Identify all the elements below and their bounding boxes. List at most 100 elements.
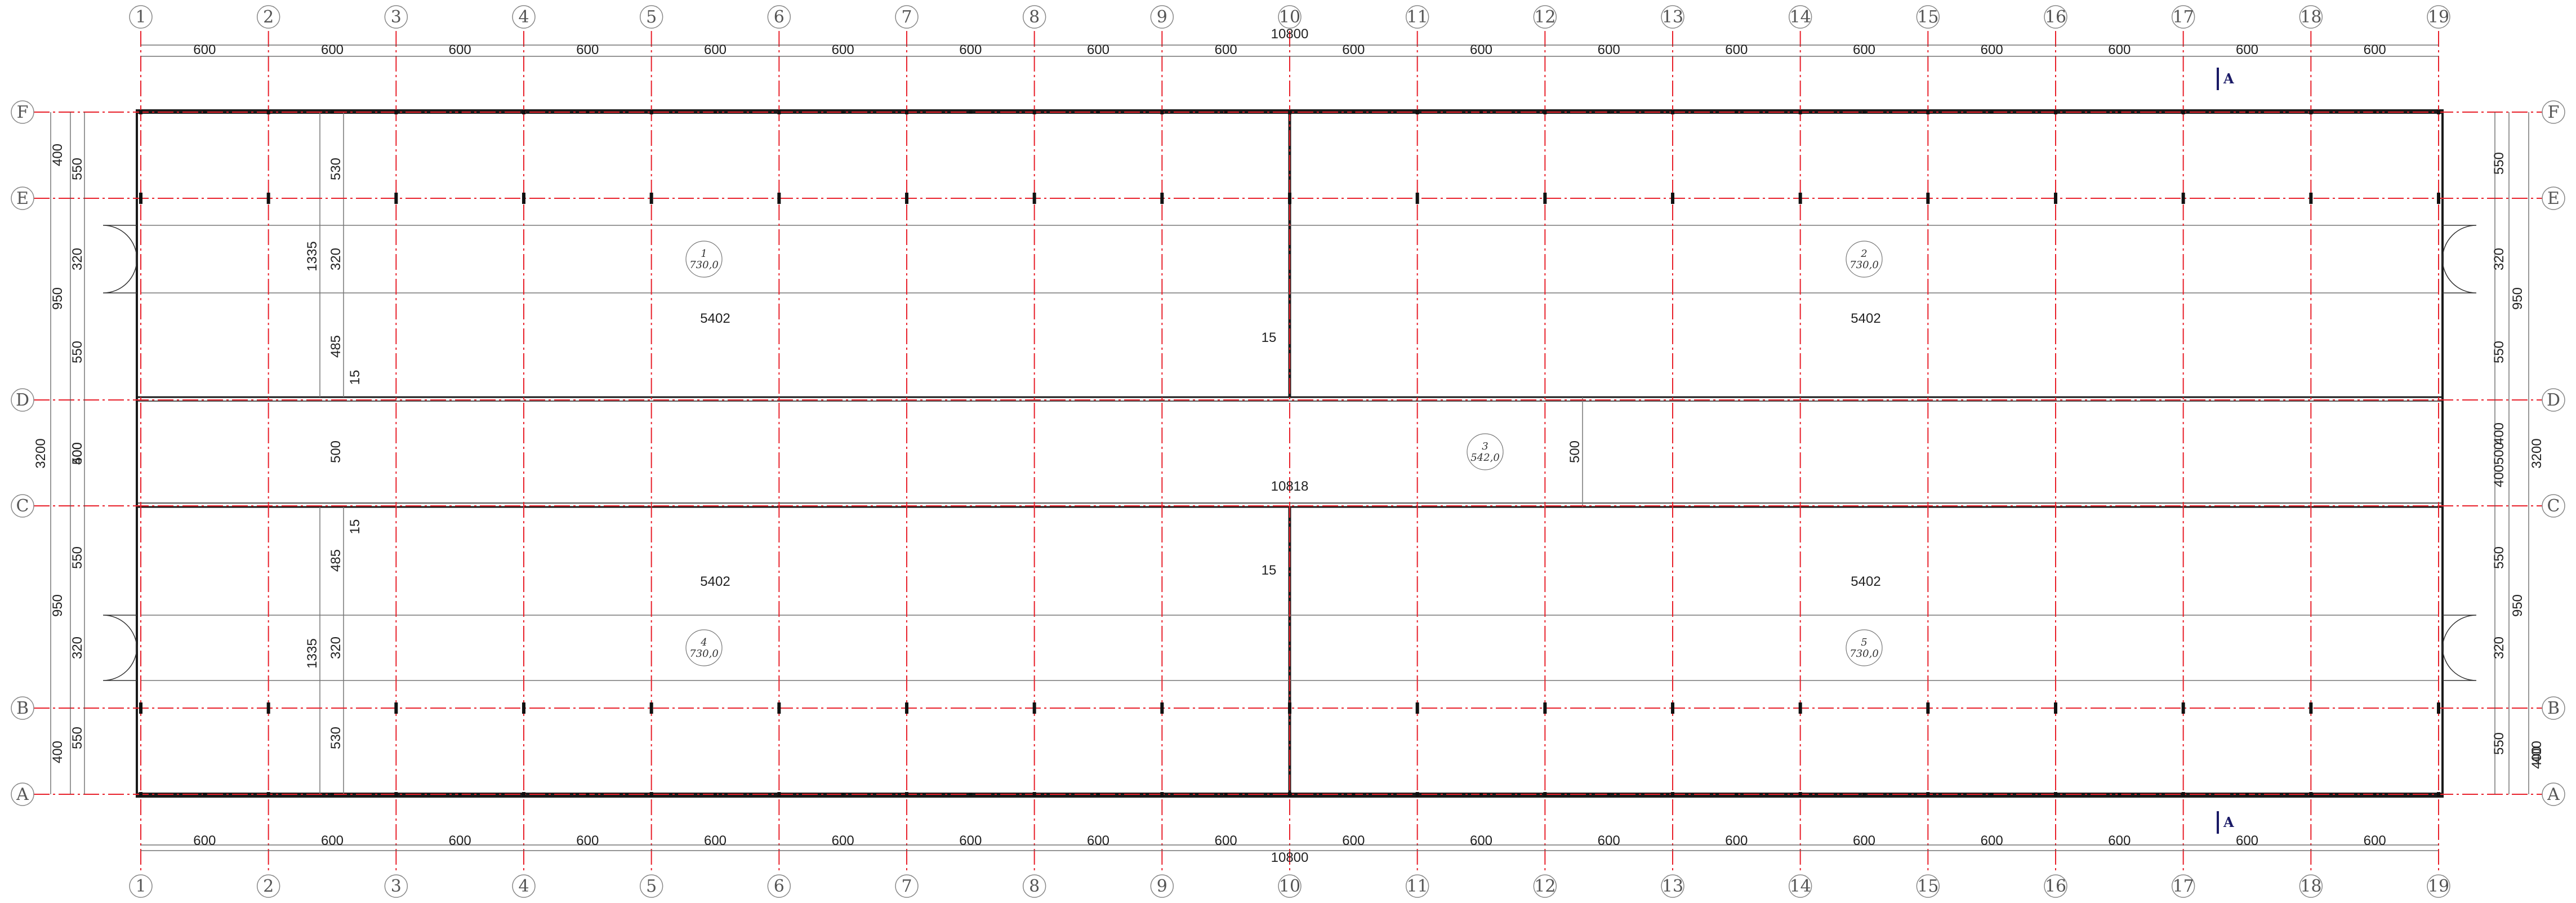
axis-bubble-left-B [11, 696, 34, 720]
dim-15-h-top: 15 [1262, 330, 1277, 345]
axis-bubble-right-C [2542, 494, 2565, 518]
column-post [1862, 110, 1866, 114]
column-post [331, 110, 334, 114]
room-number-5: 5 [1861, 637, 1867, 648]
dim-1335-bottom: 1335 [305, 638, 320, 668]
bottom-total-dim: 10800 [1271, 850, 1309, 865]
left-outer-dim: 950 [50, 594, 65, 617]
room-area-3: 542,0 [1470, 452, 1500, 464]
left-outer-dim: 3200 [33, 438, 48, 468]
axis-label-top-6: 6 [774, 7, 785, 27]
column-post [1415, 792, 1419, 797]
dim-320-top: 320 [328, 248, 344, 270]
axis-bubble-top-14 [1788, 5, 1812, 29]
axis-bubble-bottom-1 [129, 874, 153, 898]
axis-label-bottom-7: 7 [901, 877, 912, 896]
axis-label-top-15: 15 [1917, 7, 1938, 27]
column-post [649, 110, 653, 114]
axis-label-top-13: 13 [1662, 7, 1683, 27]
axis-label-bottom-14: 14 [1790, 877, 1811, 896]
bay-dim-top: 600 [1598, 42, 1620, 57]
column-post [1352, 793, 1356, 796]
axis-bubble-bottom-7 [895, 874, 919, 898]
column-post [1543, 792, 1547, 797]
column-post [139, 792, 142, 797]
dim-15-bottom: 15 [347, 519, 363, 535]
column-post [1160, 702, 1164, 714]
axis-label-bottom-5: 5 [646, 877, 657, 896]
axis-bubble-right-A [2542, 782, 2565, 806]
room-number-2: 2 [1860, 248, 1867, 260]
axis-label-bottom-9: 9 [1157, 877, 1167, 896]
column-post [1671, 702, 1674, 714]
axis-label-bottom-12: 12 [1534, 877, 1556, 896]
bay-dim-bottom: 600 [576, 833, 599, 848]
axis-label-right-A: A [2547, 785, 2560, 804]
axis-bubble-bottom-3 [384, 874, 408, 898]
right-mid-dim: 950 [2510, 287, 2525, 310]
left-outer-dim: 950 [50, 287, 65, 310]
column-post [1415, 110, 1419, 114]
column-post [522, 193, 525, 204]
axis-label-top-5: 5 [646, 7, 657, 27]
axis-bubble-top-11 [1405, 5, 1429, 29]
axis-bubble-top-3 [384, 5, 408, 29]
dim-10818: 10818 [1271, 479, 1309, 494]
column-post [1032, 792, 1036, 797]
room-area-4: 730,0 [689, 648, 719, 660]
column-post [266, 193, 270, 204]
right-inner-dim: 550 [2492, 341, 2507, 363]
column-post [1543, 110, 1547, 114]
column-post [1798, 110, 1802, 114]
column-post [2437, 110, 2440, 114]
column-post [586, 110, 590, 114]
dim-485-top: 485 [328, 335, 344, 358]
door-left-bottom [102, 615, 137, 681]
axis-label-top-14: 14 [1790, 7, 1811, 27]
column-post [1798, 702, 1802, 714]
column-post [2437, 792, 2440, 797]
axis-label-bottom-1: 1 [135, 877, 146, 896]
section-label-bottom: A [2223, 814, 2234, 830]
left-outer-dim: 400 [50, 144, 65, 166]
axis-bubble-left-E [11, 186, 34, 210]
bay-dim-top: 600 [1215, 42, 1237, 57]
left-mid-dim: 400 [70, 442, 85, 465]
right-outer-dim: 400 [2529, 746, 2544, 769]
grid-axes-horizontal: F F E E D D C C B B A A [11, 100, 2565, 806]
right-inner-dim: 320 [2492, 637, 2507, 659]
axis-label-top-9: 9 [1157, 7, 1167, 27]
axis-bubble-right-F [2542, 100, 2565, 124]
axis-bubble-bottom-8 [1022, 874, 1046, 898]
left-inner-dim: 550 [70, 727, 85, 749]
column-post [1097, 793, 1100, 796]
axis-label-right-F: F [2548, 103, 2560, 122]
column-post [2054, 110, 2057, 114]
column-post [586, 793, 590, 796]
column-post [2054, 702, 2057, 714]
axis-label-top-8: 8 [1029, 7, 1040, 27]
bay-dim-top: 600 [959, 42, 982, 57]
dim-530-top: 530 [328, 158, 344, 180]
bay-dim-top: 600 [576, 42, 599, 57]
dim-1335-top: 1335 [305, 241, 320, 271]
room-tag-4 [685, 629, 723, 666]
axis-label-top-1: 1 [135, 7, 146, 27]
column-post [649, 792, 653, 797]
column-post [1862, 793, 1866, 796]
bay-dim-top: 600 [1853, 42, 1875, 57]
axis-label-top-12: 12 [1534, 7, 1556, 27]
bay-dim-top: 600 [832, 42, 854, 57]
dim-500-right: 500 [1567, 441, 1583, 463]
axis-bubble-top-5 [639, 5, 663, 29]
axis-label-right-B: B [2547, 699, 2560, 718]
axis-label-top-19: 19 [2428, 7, 2449, 27]
right-outer-dim: 400 [2529, 741, 2544, 763]
column-post [2181, 110, 2185, 114]
column-post [2181, 702, 2185, 714]
column-post [458, 110, 462, 114]
bay-dim-bottom: 600 [1470, 833, 1492, 848]
column-post [394, 792, 398, 797]
axis-label-right-D: D [2547, 390, 2560, 410]
axis-label-top-16: 16 [2045, 7, 2066, 27]
